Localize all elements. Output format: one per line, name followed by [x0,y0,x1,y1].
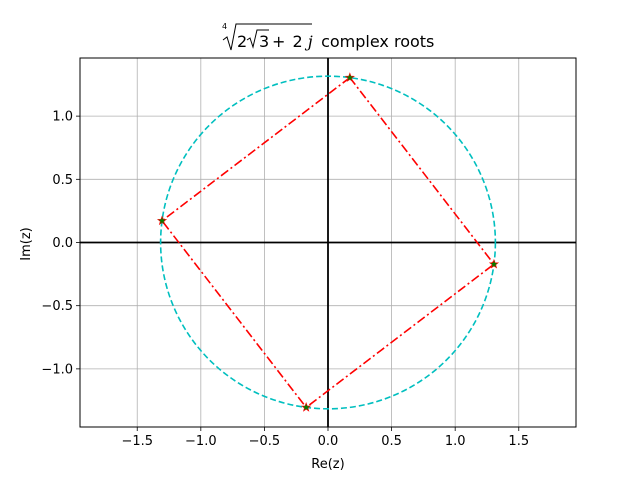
title-imag-coef: 2 [293,32,303,51]
title-coef: 2 [237,32,247,51]
title-plus: + [272,32,285,51]
unit-circle-dashed [159,75,497,410]
title-plus-term: + 2 j [272,32,313,51]
title-suffix: complex roots [316,32,434,51]
title-root-index: 4 [222,22,227,31]
title-radical-sign [222,23,312,51]
x-axis-label: Re(z) [311,457,344,472]
title-sqrt-arg: 3 [259,32,269,51]
x-tick-label: 0.0 [318,434,339,449]
x-tick-label: 0.5 [381,434,402,449]
x-tick-label: 1.5 [508,434,529,449]
y-tick-label: 0.0 [52,236,73,251]
root-point-3 [301,402,312,412]
title-radicand-rest: 3 [259,32,269,51]
x-tick-label: −0.5 [249,434,281,449]
y-tick-label: 1.0 [52,110,73,125]
axis-ticks: −1.5 −1.0 −0.5 0.0 0.5 1.0 1.5 −1.0 −0.5 0.0 0.5 1.… [41,110,529,449]
title-imag-unit: j [305,32,313,51]
root-point-1 [344,72,355,82]
title-inner-sqrt-sign [246,29,269,49]
root-point-2 [156,215,168,226]
x-tick-label: −1.5 [121,434,153,449]
plot-series [156,72,500,412]
zero-axes-lines [80,58,576,427]
y-tick-label: −0.5 [41,299,73,314]
y-tick-label: 0.5 [52,173,73,188]
y-axis-label: Im(z) [19,227,34,260]
x-tick-label: 1.0 [445,434,466,449]
y-tick-label: −1.0 [41,362,73,377]
x-tick-label: −1.0 [185,434,217,449]
chart-title: 4 2 3 + 2 j complex roots [222,22,434,51]
root-point-4 [488,258,500,269]
title-radicand: 2 [237,32,247,51]
